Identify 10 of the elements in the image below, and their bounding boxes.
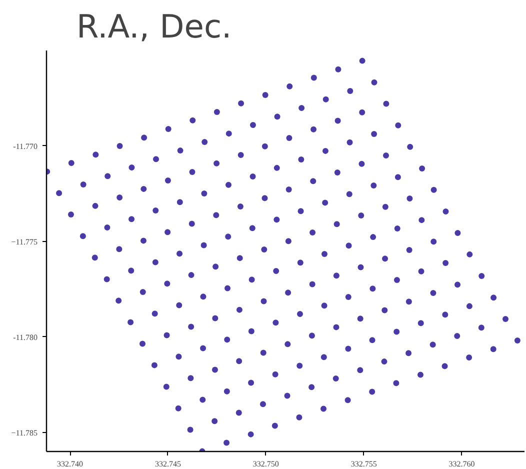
x-tick-label: 332.745: [154, 460, 181, 468]
y-tick-label: −11.785: [11, 428, 38, 438]
y-tick-label: −11.775: [11, 237, 38, 246]
x-tick-label: 332.750: [252, 460, 279, 468]
x-tick-label: 332.755: [350, 460, 377, 468]
chart-title: R.A., Dec.: [76, 8, 232, 46]
y-tick-label: -11.770: [13, 142, 38, 151]
y-tick-label: -11.780: [13, 332, 38, 342]
x-tick-label: 332.760: [448, 460, 475, 468]
x-tick-label: 332.740: [57, 460, 84, 468]
